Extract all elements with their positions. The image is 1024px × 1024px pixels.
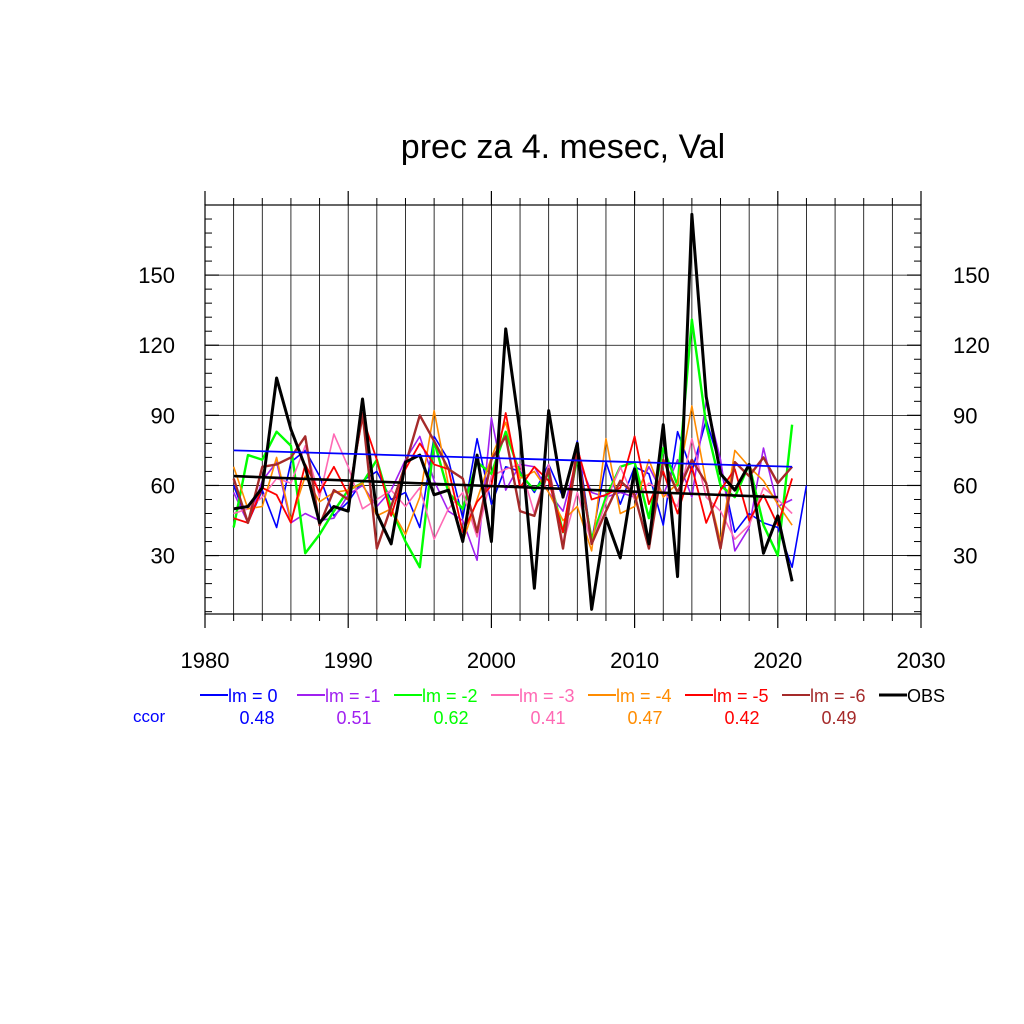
series-lines (232, 212, 808, 611)
ccor-value-3: 0.41 (530, 708, 565, 728)
series-line-7 (233, 212, 794, 611)
legend: ccor lm = 00.48 lm = -10.51 lm = -20.62 lm =… (133, 686, 945, 728)
grid (204, 205, 922, 614)
ccor-value-6: 0.49 (821, 708, 856, 728)
x-tick-label: 2000 (467, 648, 516, 673)
x-tick-label: 1990 (324, 648, 373, 673)
trend-line-0 (233, 449, 793, 468)
ccor-value-4: 0.47 (627, 708, 662, 728)
legend-label-4: lm = -4 (616, 686, 672, 706)
y-tick-label-right: 90 (953, 403, 977, 428)
legend-label-1: lm = -1 (325, 686, 381, 706)
series-line-3 (233, 433, 793, 545)
ccor-value-5: 0.42 (724, 708, 759, 728)
legend-label-3: lm = -3 (519, 686, 575, 706)
x-tick-label: 2010 (610, 648, 659, 673)
x-tick-label: 2020 (753, 648, 802, 673)
y-tick-label-right: 150 (953, 263, 990, 288)
y-tick-label-left: 120 (138, 333, 175, 358)
legend-label-2: lm = -2 (422, 686, 478, 706)
y-tick-label-right: 30 (953, 544, 977, 569)
y-tick-label-left: 90 (151, 403, 175, 428)
ccor-label: ccor (133, 707, 165, 726)
ccor-value-1: 0.51 (336, 708, 371, 728)
y-tick-label-left: 150 (138, 263, 175, 288)
plot-frame (204, 204, 922, 615)
x-tick-label: 2030 (897, 648, 946, 673)
y-tick-label-right: 60 (953, 473, 977, 498)
trend-line-7 (233, 474, 778, 499)
axes: 1980 1990 2000 2010 2020 2030 30 30 60 60 90 90 120 1… (138, 191, 990, 673)
ccor-value-0: 0.48 (239, 708, 274, 728)
x-tick-label: 1980 (181, 648, 230, 673)
legend-label-5: lm = -5 (713, 686, 769, 706)
y-tick-label-left: 30 (151, 544, 175, 569)
ccor-value-2: 0.62 (433, 708, 468, 728)
y-tick-label-right: 120 (953, 333, 990, 358)
legend-label-0: lm = 0 (228, 686, 278, 706)
series-line-2 (232, 318, 794, 569)
chart-title: prec za 4. mesec, Val (401, 128, 725, 166)
legend-label-7: OBS (907, 686, 945, 706)
y-tick-label-left: 60 (151, 473, 175, 498)
series-line-6 (232, 411, 794, 550)
legend-label-6: lm = -6 (810, 686, 866, 706)
